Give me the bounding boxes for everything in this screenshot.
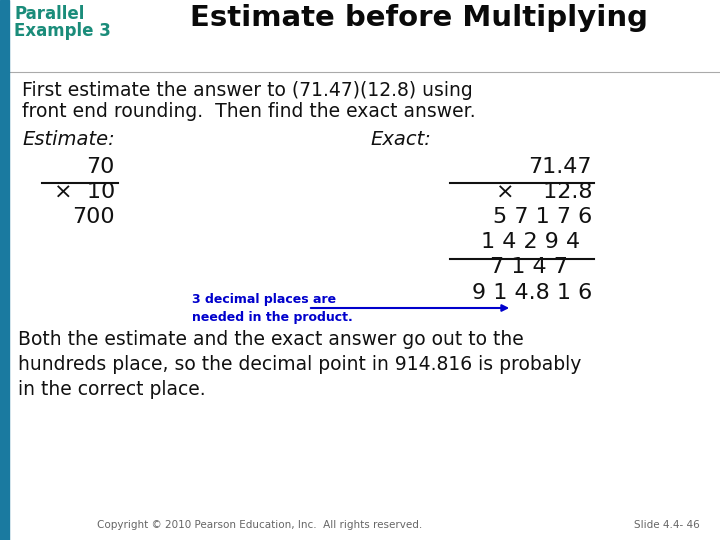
Text: ×    12.8: × 12.8: [495, 182, 592, 202]
Text: front end rounding.  Then find the exact answer.: front end rounding. Then find the exact …: [22, 102, 476, 121]
Text: hundreds place, so the decimal point in 914.816 is probably: hundreds place, so the decimal point in …: [18, 355, 581, 374]
Text: 7 1 4 7: 7 1 4 7: [490, 257, 568, 277]
Text: Copyright © 2010 Pearson Education, Inc.  All rights reserved.: Copyright © 2010 Pearson Education, Inc.…: [97, 520, 423, 530]
Text: 71.47: 71.47: [528, 157, 592, 177]
Text: Slide 4.4- 46: Slide 4.4- 46: [634, 520, 700, 530]
Text: 9 1 4.8 1 6: 9 1 4.8 1 6: [472, 283, 592, 303]
Text: Estimate before Multiplying: Estimate before Multiplying: [190, 4, 648, 32]
Text: Example 3: Example 3: [14, 22, 111, 40]
Text: 3 decimal places are
needed in the product.: 3 decimal places are needed in the produ…: [192, 293, 353, 324]
Bar: [9, 0, 720, 72]
Text: 70: 70: [86, 157, 115, 177]
Text: ×  10: × 10: [54, 182, 115, 202]
Text: Both the estimate and the exact answer go out to the: Both the estimate and the exact answer g…: [18, 330, 523, 349]
Text: 5 7 1 7 6: 5 7 1 7 6: [492, 207, 592, 227]
Bar: [9, 72, 720, 540]
Text: First estimate the answer to (71.47)(12.8) using: First estimate the answer to (71.47)(12.…: [22, 81, 473, 100]
Bar: [0, 0, 9, 540]
Text: 700: 700: [73, 207, 115, 227]
Text: Exact:: Exact:: [370, 130, 431, 149]
Text: in the correct place.: in the correct place.: [18, 380, 206, 399]
Text: Estimate:: Estimate:: [22, 130, 114, 149]
Text: Parallel: Parallel: [14, 5, 84, 23]
Text: 1 4 2 9 4: 1 4 2 9 4: [481, 232, 580, 252]
